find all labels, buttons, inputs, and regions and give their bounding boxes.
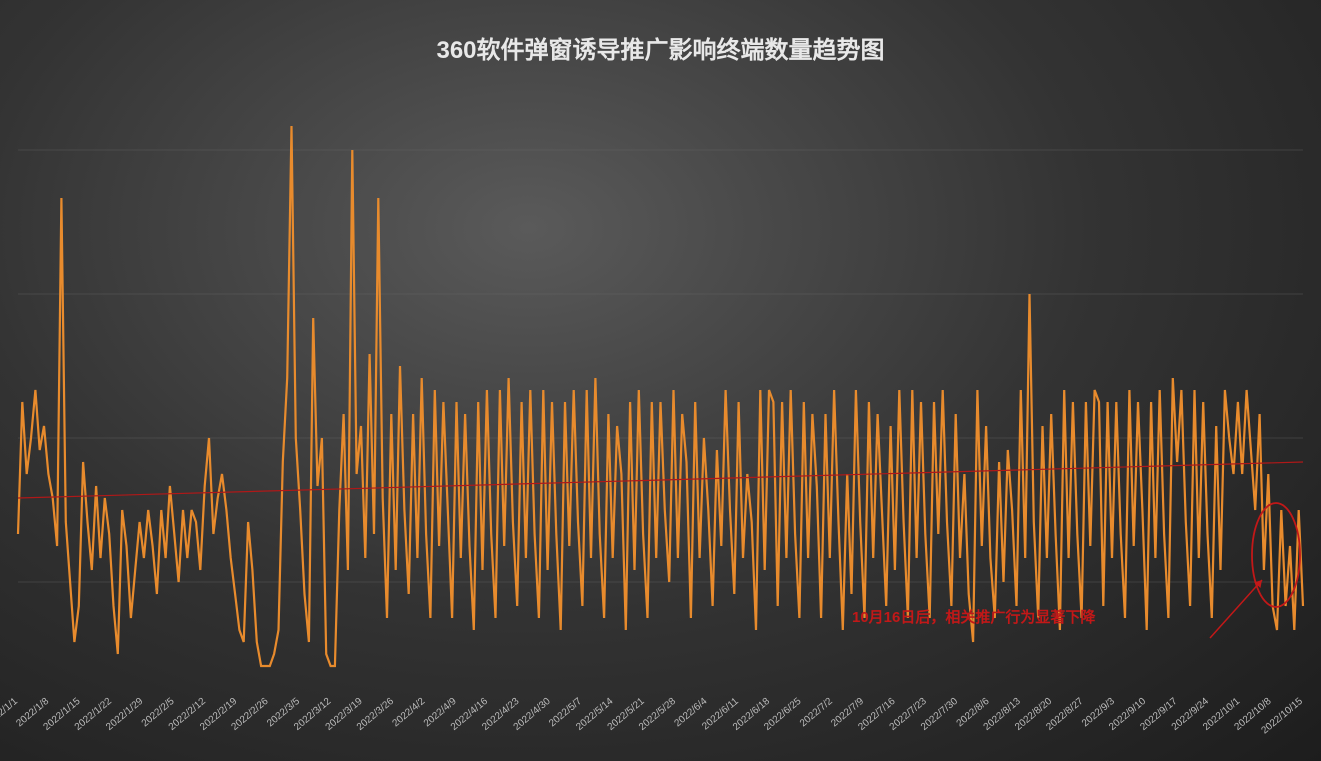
annotation-text: 10月16日后，相关推广行为显著下降 [852, 608, 1096, 626]
annotation-arrow-line [1210, 580, 1262, 638]
x-axis-label: 2022/4/2 [390, 696, 427, 730]
annotation-ellipse [1252, 503, 1300, 607]
chart-plot-svg: 2022/1/12022/1/82022/1/152022/1/222022/1… [0, 0, 1321, 761]
x-axis-label: 2022/7/2 [798, 696, 835, 730]
chart-container: 360软件弹窗诱导推广影响终端数量趋势图 2022/1/12022/1/8202… [0, 0, 1321, 761]
series-line [18, 126, 1303, 666]
